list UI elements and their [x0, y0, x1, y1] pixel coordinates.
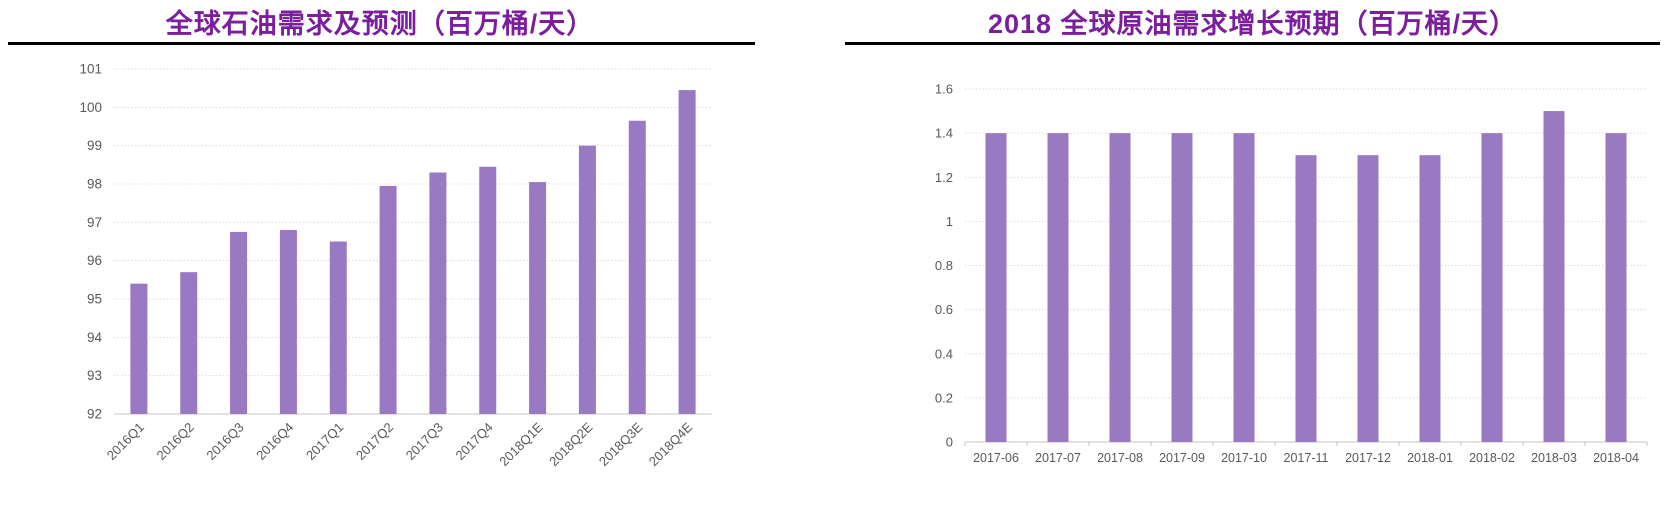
- x-tick-label: 2017-11: [1284, 451, 1329, 465]
- bar: [279, 230, 297, 414]
- y-tick-label: 0.2: [935, 390, 953, 405]
- x-tick-label: 2017-06: [973, 451, 1019, 465]
- bar: [230, 231, 248, 414]
- x-tick-label: 2016Q3: [203, 420, 246, 463]
- x-tick-label: 2018-04: [1593, 451, 1639, 465]
- left-title-underline: [8, 42, 755, 45]
- bar: [985, 133, 1007, 442]
- y-tick-label: 1.4: [935, 126, 953, 141]
- bar: [1605, 133, 1627, 442]
- x-tick-label: 2017-12: [1345, 451, 1391, 465]
- x-tick-label: 2018-03: [1531, 451, 1577, 465]
- bar: [578, 145, 596, 414]
- y-tick-label: 95: [87, 292, 102, 307]
- x-tick-label: 2017Q2: [353, 420, 396, 463]
- x-tick-label: 2018-01: [1407, 451, 1453, 465]
- bar: [1481, 133, 1503, 442]
- bar: [479, 166, 497, 414]
- x-tick-label: 2017Q3: [403, 420, 446, 463]
- bar: [1233, 133, 1255, 442]
- y-tick-label: 1.2: [935, 170, 953, 185]
- left-chart-panel: 全球石油需求及预测（百万桶/天） 92 93 94 95 96 97 98 99 100 101 2…: [0, 0, 760, 510]
- bar: [379, 185, 397, 414]
- x-tick-label: 2018Q2E: [546, 419, 596, 469]
- y-tick-label: 92: [87, 407, 102, 422]
- y-tick-label: 98: [87, 177, 102, 192]
- y-tick-label: 99: [87, 138, 102, 153]
- left-chart-title: 全球石油需求及预测（百万桶/天）: [165, 9, 595, 39]
- bar: [1357, 155, 1379, 442]
- bar: [180, 272, 198, 414]
- bar: [1109, 133, 1131, 442]
- bar: [1543, 111, 1565, 442]
- bar: [1295, 155, 1317, 442]
- x-tick-label: 2016Q1: [104, 420, 147, 463]
- bar: [130, 283, 148, 414]
- y-tick-label: 94: [87, 330, 103, 345]
- x-tick-label: 2018Q3E: [596, 419, 646, 469]
- y-tick-label: 1.6: [935, 82, 953, 97]
- y-tick-label: 100: [79, 100, 102, 115]
- y-tick-label: 101: [79, 62, 102, 77]
- bar: [1419, 155, 1441, 442]
- x-tick-label: 2017-07: [1035, 451, 1081, 465]
- right-title-underline: [845, 42, 1660, 45]
- bar: [1047, 133, 1069, 442]
- y-tick-label: 0.8: [935, 258, 953, 273]
- demand-growth-expectation-bar-chart: 0 0.2 0.4 0.6 0.8 1 1.2 1.4 1.6 2017-06 2017-07 201…: [935, 82, 1648, 465]
- bar: [529, 182, 547, 414]
- x-tick-label: 2017-08: [1097, 451, 1143, 465]
- bar: [329, 241, 347, 414]
- x-tick-label: 2017-09: [1159, 451, 1205, 465]
- x-tick-label: 2018Q1E: [496, 419, 546, 469]
- right-chart-title: 2018 全球原油需求增长预期（百万桶/天）: [987, 9, 1518, 39]
- bar: [1171, 133, 1193, 442]
- y-tick-label: 0.6: [935, 302, 953, 317]
- bar: [678, 90, 696, 415]
- x-tick-label: 2018Q4E: [646, 419, 696, 469]
- y-tick-label: 0.4: [935, 346, 953, 361]
- y-tick-label: 96: [87, 253, 102, 268]
- x-tick-label: 2018-02: [1469, 451, 1515, 465]
- x-tick-label: 2016Q2: [154, 420, 197, 463]
- y-tick-label: 0: [946, 435, 953, 450]
- oil-demand-forecast-bar-chart: 92 93 94 95 96 97 98 99 100 101 2016Q1 2016Q2 2016Q3…: [79, 62, 712, 469]
- bar: [628, 120, 646, 414]
- x-tick-label: 2017Q1: [303, 420, 346, 463]
- x-tick-label: 2017Q4: [453, 420, 496, 463]
- x-tick-label: 2017-10: [1221, 451, 1267, 465]
- y-tick-label: 1: [946, 214, 953, 229]
- y-tick-label: 93: [87, 368, 102, 383]
- right-chart-panel: 2018 全球原油需求增长预期（百万桶/天） 0 0.2 0.4 0.6 0.8 1 1.2…: [845, 0, 1660, 510]
- y-tick-label: 97: [87, 215, 102, 230]
- x-tick-label: 2016Q4: [253, 420, 296, 463]
- bar: [429, 172, 447, 414]
